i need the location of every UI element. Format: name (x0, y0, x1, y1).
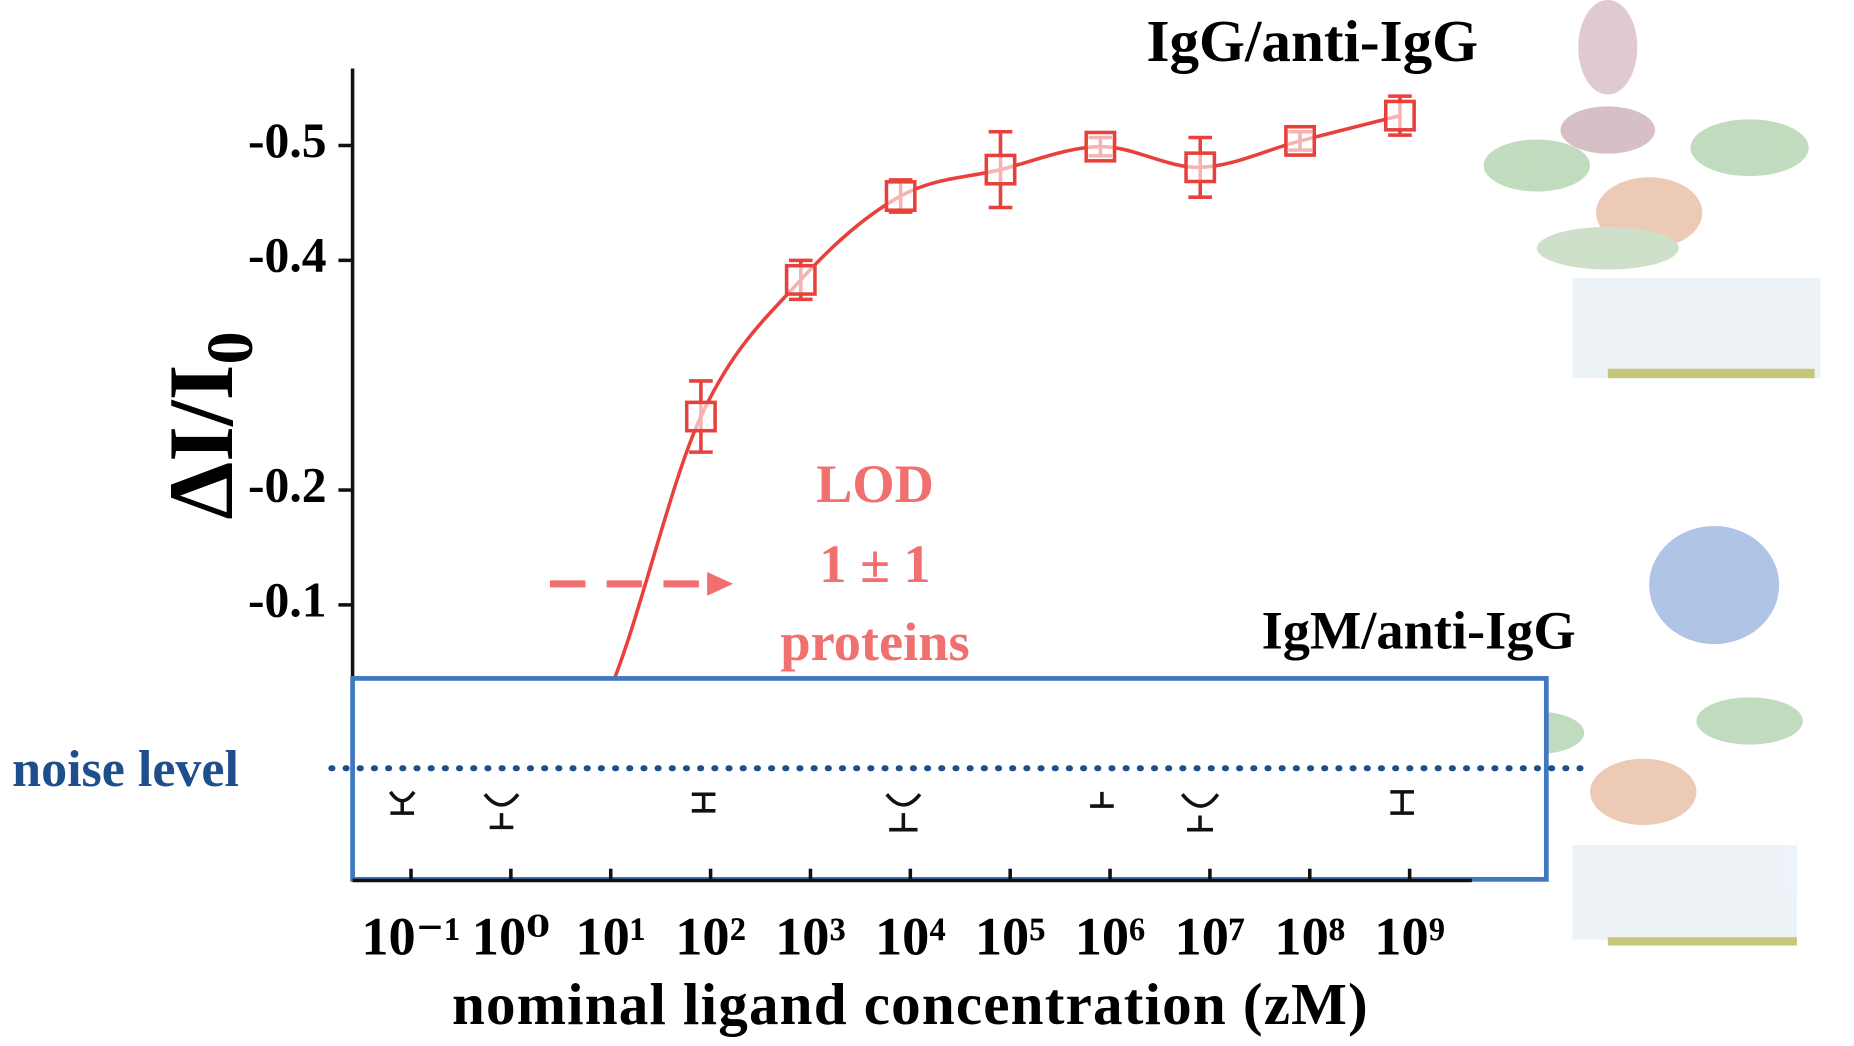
x-tick-label: 10⁴ (875, 906, 946, 966)
marker (884, 180, 917, 212)
plot-area: -0.5 -0.4 -0.2 -0.1 (248, 68, 1416, 881)
noise-label: noise level (12, 741, 239, 798)
x-tick-label: 10⁸ (1274, 906, 1345, 966)
annotation: 1 ± 1 (819, 534, 930, 594)
y-tick-label: -0.5 (248, 113, 327, 168)
marker (784, 263, 817, 296)
x-tick-label: 10¹ (575, 906, 646, 966)
marker (1184, 151, 1217, 184)
x-tick-label: 10³ (775, 906, 846, 966)
x-axis-label: nominal ligand concentration (zM) (452, 971, 1369, 1037)
marker (1383, 99, 1416, 132)
marker (684, 400, 717, 433)
x-tick-label: 10⁹ (1374, 906, 1445, 966)
inset (350, 676, 1549, 882)
y-tick-label: -0.2 (248, 457, 327, 512)
y-tick-label: -0.1 (248, 572, 327, 627)
y-axis-label-main: ΔI/I (150, 364, 252, 519)
annotation: IgG/anti-IgG (1147, 8, 1479, 74)
inset-box (350, 676, 1549, 882)
y-axis-label: ΔI/I0 (150, 331, 267, 519)
lod-arrow (549, 572, 734, 596)
x-tick-label: 10⁶ (1075, 906, 1146, 966)
annotation: IgM/anti-IgG (1262, 600, 1576, 660)
inset-glyphs (388, 790, 1414, 832)
illustration (1483, 0, 1821, 946)
x-tick-label: 10² (675, 906, 746, 966)
x-tick-label: 10⁷ (1175, 906, 1246, 966)
y-tick-label: -0.4 (248, 228, 327, 283)
x-tick-label: 10⁰ (472, 906, 550, 966)
x-tick-label: 10⁵ (975, 906, 1046, 966)
y-axis-label-sub: 0 (194, 331, 267, 364)
annotation: LOD (816, 454, 934, 514)
marker (984, 153, 1017, 186)
annotation: proteins (780, 612, 969, 672)
marker (1284, 124, 1317, 157)
x-tick-label: 10⁻¹ (361, 906, 460, 966)
marker (1084, 130, 1117, 163)
